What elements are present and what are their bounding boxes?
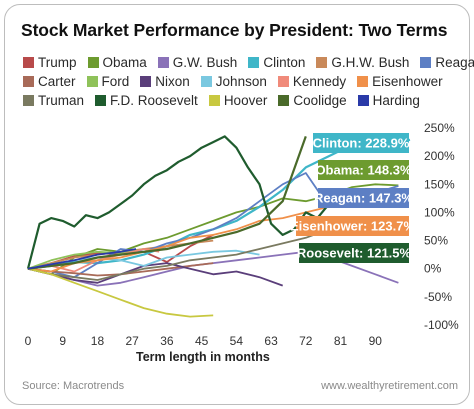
legend-label: Hoover <box>223 93 268 108</box>
legend-label: Clinton <box>263 55 306 70</box>
legend-label: Nixon <box>155 74 190 89</box>
legend-swatch <box>200 76 212 87</box>
legend-label: Carter <box>38 74 76 89</box>
legend-swatch <box>23 76 34 87</box>
callout-box-obama <box>318 160 409 180</box>
legend-row: Trump Obama G.W. Bush Clinton G.H.W. Bush Rea… <box>23 53 474 72</box>
legend-item-hoover: Hoover <box>208 93 268 108</box>
legend-label: Ford <box>101 74 130 89</box>
chart-legend: Trump Obama G.W. Bush Clinton G.H.W. Bush Rea… <box>23 53 474 110</box>
legend-label: Coolidge <box>293 93 347 108</box>
legend-item-f-d-roosevelt: F.D. Roosevelt <box>95 93 198 108</box>
legend-swatch <box>208 95 220 106</box>
callout-label-clinton: Clinton: 228.9% <box>313 136 410 151</box>
legend-item-g-h-w-bush: G.H.W. Bush <box>316 55 409 70</box>
callout-box-eisenhower <box>296 216 409 236</box>
legend-item-reagan: Reagan <box>420 55 474 70</box>
x-tick-label: 0 <box>25 334 32 348</box>
legend-swatch <box>86 76 98 87</box>
x-tick-label: 45 <box>195 334 209 348</box>
legend-swatch <box>23 95 34 106</box>
legend-label: Johnson <box>215 74 267 89</box>
series-line-coolidge <box>27 136 307 270</box>
legend-item-clinton: Clinton <box>248 55 305 70</box>
legend-label: G.H.W. Bush <box>331 55 410 70</box>
legend-item-kennedy: Kennedy <box>277 74 347 89</box>
legend-swatch <box>357 95 369 106</box>
legend-row: Carter Ford Nixon Johnson Kennedy Eisenhower <box>23 72 463 91</box>
legend-swatch <box>248 57 260 68</box>
callout-box-clinton <box>313 133 409 153</box>
y-tick-label: 200% <box>424 149 455 163</box>
y-tick-label: 100% <box>424 205 455 219</box>
site-url: www.wealthyretirement.com <box>321 380 458 392</box>
x-axis-label: Term length in months <box>136 350 270 364</box>
callout-label-f-d-roosevelt: Roosevelt: 121.5% <box>297 246 412 261</box>
series-line-ford <box>27 248 144 270</box>
source-note: Source: Macrotrends <box>22 380 125 392</box>
legend-item-eisenhower: Eisenhower <box>357 74 443 89</box>
legend-item-truman: Truman <box>23 93 84 108</box>
series-line-hoover <box>27 267 214 318</box>
y-tick-label: 50% <box>424 234 448 248</box>
legend-item-obama: Obama <box>87 55 147 70</box>
legend-item-coolidge: Coolidge <box>278 93 347 108</box>
y-tick-label: 0% <box>424 262 442 276</box>
callout-box-reagan <box>318 188 409 208</box>
legend-label: Reagan <box>435 55 474 70</box>
legend-swatch <box>420 57 432 68</box>
legend-swatch <box>140 76 152 87</box>
legend-swatch <box>277 76 289 87</box>
legend-item-harding: Harding <box>357 93 420 108</box>
legend-swatch <box>87 57 99 68</box>
legend-swatch <box>23 57 34 68</box>
x-tick-label: 54 <box>230 334 244 348</box>
callout-label-reagan: Reagan: 147.3% <box>314 191 413 206</box>
x-tick-label: 18 <box>91 334 105 348</box>
legend-swatch <box>278 95 290 106</box>
y-tick-label: -100% <box>424 318 459 332</box>
legend-label: Trump <box>38 55 77 70</box>
x-tick-label: 90 <box>369 334 383 348</box>
legend-item-johnson: Johnson <box>200 74 267 89</box>
series-line-nixon <box>27 262 284 287</box>
legend-swatch <box>157 57 169 68</box>
x-tick-label: 81 <box>334 334 348 348</box>
legend-label: G.W. Bush <box>172 55 238 70</box>
x-tick-label: 27 <box>126 334 140 348</box>
callout-box-f-d-roosevelt <box>299 243 409 263</box>
legend-swatch <box>95 95 107 106</box>
legend-item-ford: Ford <box>86 74 130 89</box>
legend-label: Obama <box>102 55 147 70</box>
legend-row: Truman F.D. Roosevelt Hoover Coolidge Hardin… <box>23 91 463 110</box>
legend-item-g-w-bush: G.W. Bush <box>157 55 238 70</box>
y-tick-label: 150% <box>424 177 455 191</box>
series-line-harding <box>27 248 137 270</box>
legend-item-carter: Carter <box>23 74 76 89</box>
x-tick-label: 63 <box>264 334 278 348</box>
x-tick-label: 36 <box>160 334 174 348</box>
callout-label-obama: Obama: 148.3% <box>315 163 412 178</box>
legend-label: Truman <box>38 93 85 108</box>
callout-label-eisenhower: Eisenhower: 123.7% <box>290 219 415 234</box>
legend-swatch <box>316 57 328 68</box>
x-tick-label: 9 <box>59 334 66 348</box>
y-tick-label: 250% <box>424 121 455 135</box>
chart-title: Stock Market Performance by President: T… <box>21 20 448 40</box>
legend-swatch <box>357 76 369 87</box>
legend-label: Harding <box>372 93 420 108</box>
x-tick-label: 72 <box>299 334 313 348</box>
legend-item-trump: Trump <box>23 55 77 70</box>
legend-label: F.D. Roosevelt <box>110 93 198 108</box>
y-tick-label: -50% <box>424 290 452 304</box>
legend-label: Eisenhower <box>372 74 443 89</box>
legend-item-nixon: Nixon <box>140 74 190 89</box>
legend-label: Kennedy <box>292 74 347 89</box>
